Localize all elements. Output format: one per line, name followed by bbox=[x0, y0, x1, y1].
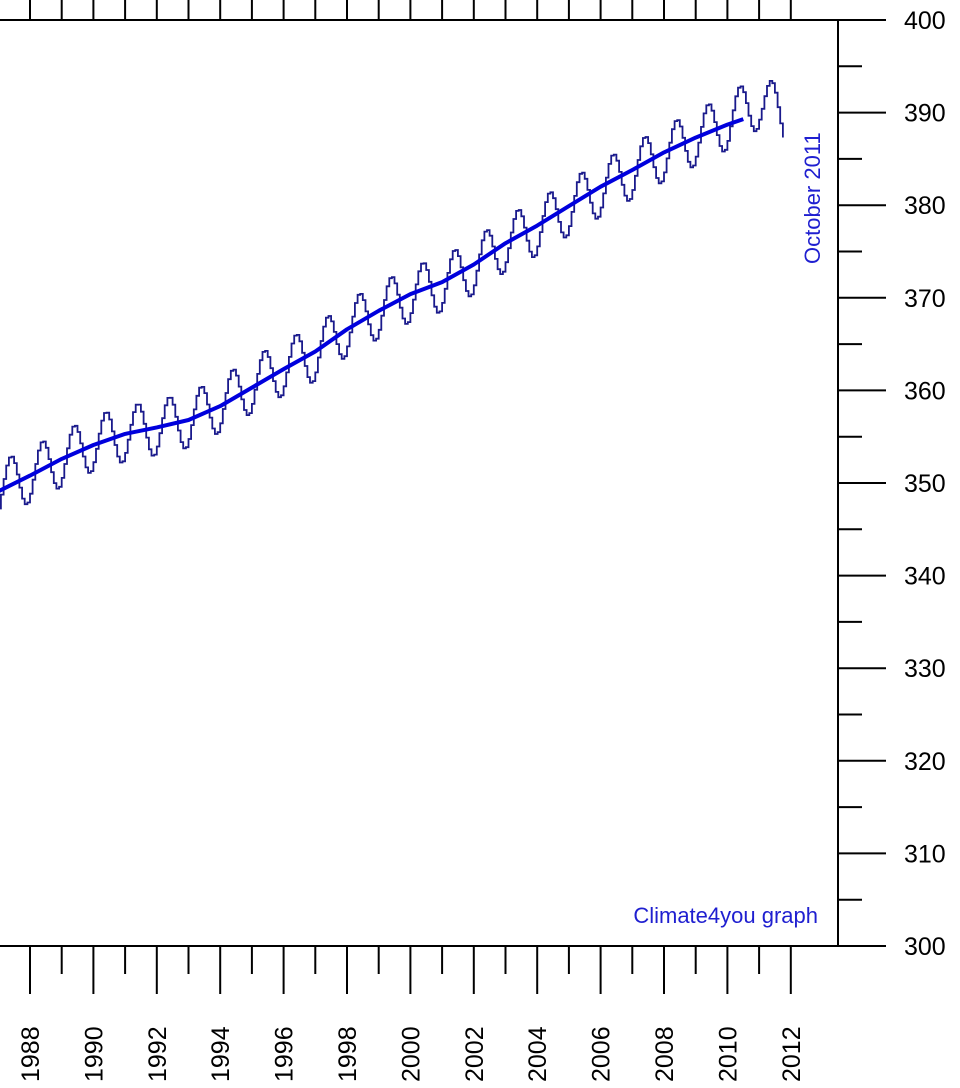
x-tick-label: 2010 bbox=[714, 1026, 742, 1082]
x-axis: 1988 1990 1992 1994 1996 1998 2000 2002 2004 2006… bbox=[17, 946, 806, 1082]
x-tick-label: 1996 bbox=[271, 1026, 299, 1082]
y-tick-label: 370 bbox=[904, 285, 946, 313]
y-tick-label: 310 bbox=[904, 840, 946, 868]
x-tick-label: 2004 bbox=[524, 1026, 552, 1082]
x-tick-label: 1988 bbox=[17, 1026, 45, 1082]
y-tick-label: 390 bbox=[904, 100, 946, 128]
series-layer bbox=[0, 80, 784, 510]
y-tick-label: 320 bbox=[904, 748, 946, 776]
x-tick-label: 1990 bbox=[80, 1026, 108, 1082]
y-tick-label: 360 bbox=[904, 377, 946, 405]
y-tick-label: 350 bbox=[904, 470, 946, 498]
trend-co2-line bbox=[0, 117, 744, 493]
y-axis: 300 310 320 330 340 350 360 370 380 390 400 bbox=[838, 7, 946, 961]
x-tick-label: 1998 bbox=[334, 1026, 362, 1082]
x-tick-label: 1992 bbox=[144, 1026, 172, 1082]
credit-annotation: Climate4you graph bbox=[633, 903, 818, 928]
x-tick-label: 2008 bbox=[651, 1026, 679, 1082]
y-tick-label: 340 bbox=[904, 563, 946, 591]
y-tick-label: 330 bbox=[904, 655, 946, 683]
y-tick-label: 380 bbox=[904, 192, 946, 220]
x-tick-label: 2012 bbox=[778, 1026, 806, 1082]
plot-frame bbox=[0, 19, 839, 947]
y-tick-label: 400 bbox=[904, 7, 946, 35]
x-tick-label: 2006 bbox=[588, 1026, 616, 1082]
top-axis-ticks bbox=[29, 0, 792, 20]
monthly-co2-line bbox=[0, 80, 784, 510]
x-tick-label: 1994 bbox=[207, 1026, 235, 1082]
y-tick-label: 300 bbox=[904, 933, 946, 961]
x-tick-label: 2000 bbox=[397, 1026, 425, 1082]
date-annotation: October 2011 bbox=[800, 132, 825, 264]
x-tick-label: 2002 bbox=[461, 1026, 489, 1082]
